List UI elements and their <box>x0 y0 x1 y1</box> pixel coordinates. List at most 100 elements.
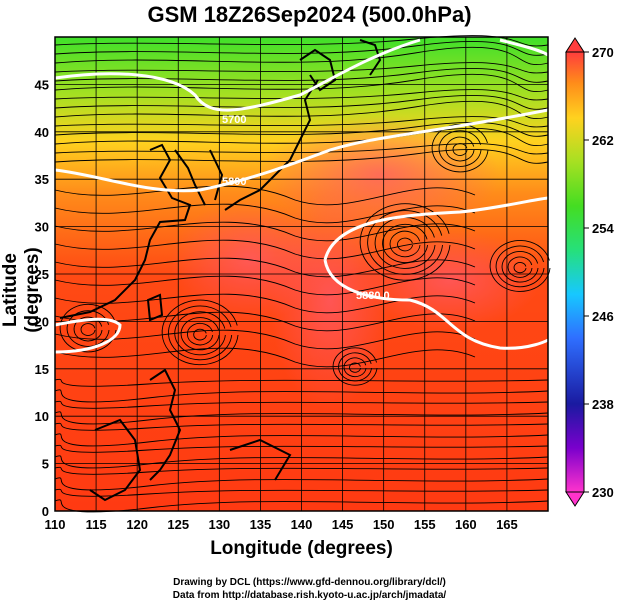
streamline <box>186 322 214 346</box>
streamline <box>66 310 110 347</box>
x-tick-label: 140 <box>291 517 313 532</box>
x-tick-label: 120 <box>126 517 148 532</box>
x-tick-label: 160 <box>455 517 477 532</box>
streamline <box>501 251 539 283</box>
streamline <box>54 444 549 453</box>
x-axis-ticks: 110 115 120 125 130 135 140 145 150 155 160 165 <box>45 517 518 532</box>
streamline <box>452 143 468 156</box>
streamline <box>54 257 476 278</box>
streamline <box>80 323 96 336</box>
streamline <box>489 240 551 292</box>
y-tick-label: 20 <box>35 314 49 329</box>
contour-label: 5800 <box>222 176 246 188</box>
streamline <box>513 262 527 274</box>
streamline <box>54 422 549 431</box>
streamline <box>54 311 476 332</box>
streamline <box>54 100 549 120</box>
streamline <box>54 329 476 350</box>
credits: Drawing by DCL (https://www.gfd-dennou.o… <box>0 576 619 602</box>
streamline <box>54 73 549 93</box>
streamline <box>54 455 549 469</box>
streamlines <box>54 35 551 513</box>
streamline <box>54 239 476 260</box>
streamline <box>54 89 549 101</box>
streamline <box>54 35 549 47</box>
streamline <box>54 143 549 155</box>
streamline <box>54 293 476 314</box>
colorbar-tick-label: 230 <box>592 485 614 500</box>
streamline <box>54 378 549 387</box>
map-title: GSM 18Z26Sep2024 (500.0hPa) <box>147 2 472 27</box>
contour-label: 5700 <box>222 114 246 126</box>
streamline <box>167 305 233 361</box>
streamline <box>445 136 475 162</box>
streamline <box>54 389 549 403</box>
streamline <box>193 328 207 341</box>
height-contours <box>54 38 549 354</box>
streamline <box>54 203 476 224</box>
streamline <box>54 488 549 497</box>
streamline <box>174 311 226 356</box>
colorbar-tick-label: 254 <box>592 221 614 236</box>
streamline <box>438 130 482 167</box>
y-tick-label: 5 <box>42 457 49 472</box>
streamline <box>54 275 476 296</box>
streamline <box>332 347 378 386</box>
y-tick-label: 0 <box>42 504 49 519</box>
streamline <box>343 357 367 378</box>
colorbar-tick-label: 262 <box>592 133 614 148</box>
streamline <box>54 400 549 409</box>
plot-frame <box>54 36 549 512</box>
x-tick-label: 135 <box>250 517 272 532</box>
x-tick-label: 130 <box>208 517 230 532</box>
streamline <box>54 433 549 447</box>
x-tick-label: 155 <box>414 517 436 532</box>
colorbar-ticks: 270 262 254 246 238 230 <box>584 45 614 500</box>
y-tick-label: 30 <box>35 220 49 235</box>
streamline <box>54 221 476 242</box>
streamline <box>495 245 545 288</box>
streamline <box>54 62 549 74</box>
lat-lon-grid <box>55 37 548 511</box>
x-tick-label: 150 <box>373 517 395 532</box>
streamline <box>54 95 549 110</box>
coastlines <box>59 39 382 502</box>
streamline <box>397 237 413 252</box>
streamline <box>389 230 421 258</box>
colorbar-tick-label: 238 <box>592 397 614 412</box>
colorbar-tick-label: 246 <box>592 309 614 324</box>
y-axis-ticks: 0 5 10 15 20 25 30 35 40 45 <box>35 77 49 519</box>
y-tick-label: 10 <box>35 409 49 424</box>
x-tick-label: 145 <box>332 517 354 532</box>
y-tick-label: 45 <box>35 77 49 92</box>
streamline <box>54 347 476 368</box>
contour-labels: 5700 5800 5880.0 <box>222 114 390 302</box>
streamline <box>180 317 220 351</box>
y-tick-label: 40 <box>35 125 49 140</box>
streamline <box>54 185 476 206</box>
streamline <box>54 477 549 491</box>
y-tick-label: 15 <box>35 362 49 377</box>
credits-drawing: Drawing by DCL (https://www.gfd-dennou.o… <box>173 577 446 588</box>
streamline <box>54 149 549 164</box>
streamline <box>54 466 549 475</box>
streamline <box>374 217 436 269</box>
y-tick-label: 25 <box>35 267 49 282</box>
streamline <box>54 116 549 128</box>
colorbar-tick-label: 270 <box>592 45 614 60</box>
x-tick-label: 110 <box>45 517 66 532</box>
credits-data-source: Data from http://database.rish.kyoto-u.a… <box>172 590 447 601</box>
x-tick-label: 115 <box>86 517 107 532</box>
streamline <box>54 41 549 56</box>
y-axis-label: Latitude (degrees) <box>0 247 43 333</box>
x-axis-label: Longitude (degrees) <box>210 538 393 559</box>
x-tick-label: 125 <box>167 517 189 532</box>
streamline <box>54 499 549 513</box>
colorbar: 270 262 254 246 238 230 <box>565 37 614 507</box>
y-tick-label: 35 <box>35 172 49 187</box>
streamline <box>338 352 372 382</box>
contour-label: 5880.0 <box>356 290 390 302</box>
streamline <box>507 256 533 278</box>
streamline <box>54 46 549 66</box>
